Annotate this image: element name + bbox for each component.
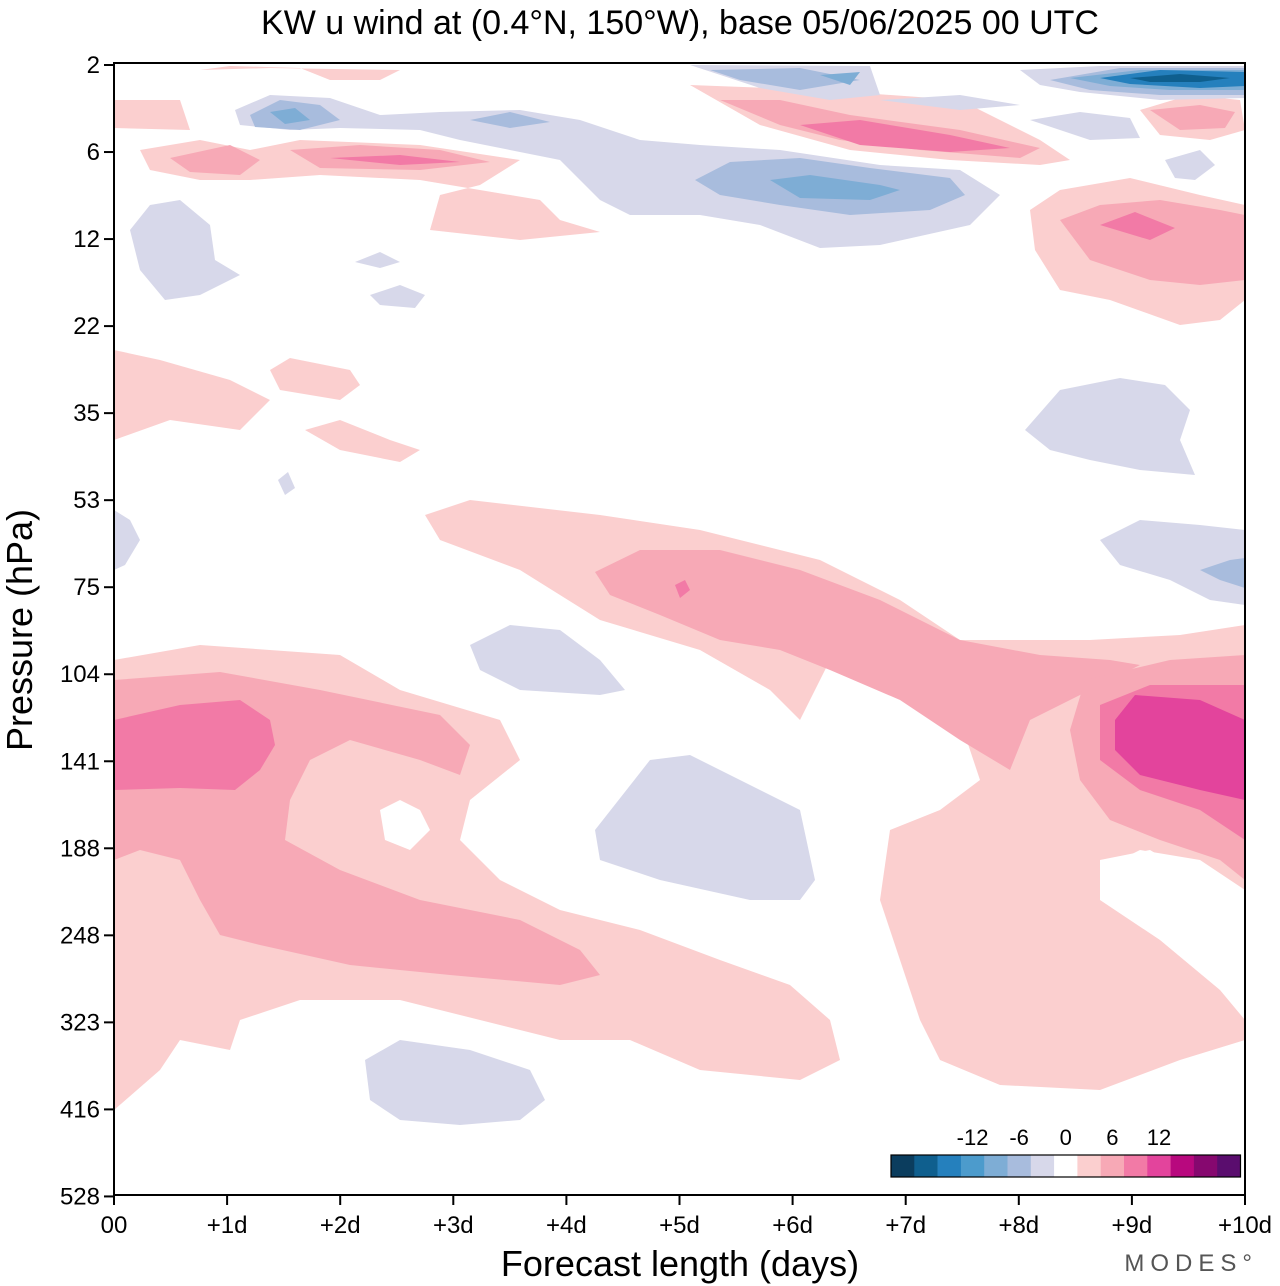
y-tick-label: 53 xyxy=(73,487,100,514)
x-axis: 00 +1d +2d +3d +4d +5d +6d +7d +8d +9d +10d xyxy=(101,1195,1272,1239)
contour-pos-3 xyxy=(200,66,400,80)
y-tick-label: 22 xyxy=(73,313,100,340)
x-tick-label: +1d xyxy=(207,1212,248,1239)
contour-pos-9 xyxy=(800,120,1010,152)
colorbar-cell xyxy=(1193,1155,1218,1177)
contour-neg-0 xyxy=(470,625,625,695)
colorbar-tick-label: 12 xyxy=(1147,1125,1171,1150)
contour-fill xyxy=(114,65,1245,1125)
colorbar-tick-label: -12 xyxy=(957,1125,989,1150)
y-tick-label: 323 xyxy=(60,1009,100,1036)
contour-hole xyxy=(1100,850,1245,920)
contour-pos-6 xyxy=(170,145,260,175)
contour-neg-0 xyxy=(1165,150,1215,180)
contour-neg-6 xyxy=(820,72,860,85)
contour-neg-0 xyxy=(1030,112,1140,140)
y-tick-label: 6 xyxy=(87,139,100,166)
x-tick-label: +2d xyxy=(320,1212,361,1239)
contour-pos-3 xyxy=(114,350,270,440)
x-axis-label: Forecast length (days) xyxy=(501,1243,859,1284)
colorbar-cell xyxy=(1054,1155,1078,1177)
colorbar-cell xyxy=(1170,1155,1195,1177)
y-tick-label: 141 xyxy=(60,748,100,775)
contour-pos-9 xyxy=(675,580,690,598)
colorbar-tick-label: 6 xyxy=(1106,1125,1118,1150)
contour-pos-6 xyxy=(1150,105,1235,130)
x-tick-label: +3d xyxy=(433,1212,474,1239)
colorbar-cell xyxy=(1217,1155,1241,1177)
x-tick-label: +7d xyxy=(885,1212,926,1239)
y-tick-label: 104 xyxy=(60,661,100,688)
colorbar-tick-label: -6 xyxy=(1009,1125,1029,1150)
y-tick-label: 75 xyxy=(73,574,100,601)
contour-pos-12 xyxy=(1115,695,1245,800)
contour-neg-0 xyxy=(880,95,1020,110)
contour-pos-3 xyxy=(270,358,360,400)
colorbar-cell xyxy=(1030,1155,1055,1177)
contour-pos-3 xyxy=(425,500,1245,1090)
colorbar: -12 -6 0 6 12 xyxy=(890,1125,1242,1178)
contour-neg-0 xyxy=(365,1040,545,1125)
x-tick-label: +8d xyxy=(998,1212,1039,1239)
contour-neg-3 xyxy=(1200,558,1245,588)
contour-neg-0 xyxy=(595,755,815,900)
contour-neg-0 xyxy=(114,510,140,570)
contour-neg-0 xyxy=(370,285,425,308)
y-tick-label: 12 xyxy=(73,226,100,253)
y-tick-label: 248 xyxy=(60,922,100,949)
y-tick-label: 35 xyxy=(73,400,100,427)
y-axis: 2 6 12 22 35 53 75 104 141 188 248 323 416 528 xyxy=(60,52,114,1210)
modes-logo: MODES° xyxy=(1124,1250,1258,1277)
colorbar-cell xyxy=(891,1155,915,1177)
contour-pos-9 xyxy=(1100,212,1175,240)
x-tick-label: +10d xyxy=(1218,1212,1272,1239)
contour-pos-9 xyxy=(114,700,275,790)
contour-neg-0 xyxy=(130,200,240,300)
contour-pos-3 xyxy=(305,420,420,462)
x-tick-label: +9d xyxy=(1112,1212,1153,1239)
contour-pos-9 xyxy=(330,155,460,165)
colorbar-cell xyxy=(1100,1155,1125,1177)
chart-title: KW u wind at (0.4°N, 150°W), base 05/06/… xyxy=(261,4,1099,42)
contour-neg-3 xyxy=(710,68,860,90)
contour-neg-0 xyxy=(278,472,295,495)
x-tick-label: +4d xyxy=(546,1212,587,1239)
y-axis-label: Pressure (hPa) xyxy=(0,509,40,751)
contour-pos-6 xyxy=(1060,200,1245,285)
y-tick-label: 188 xyxy=(60,835,100,862)
contour-neg-0 xyxy=(1100,520,1245,605)
colorbar-cell xyxy=(1077,1155,1101,1177)
colorbar-frame xyxy=(890,1154,1242,1178)
contour-neg-6 xyxy=(770,175,900,200)
contour-neg-12 xyxy=(1130,74,1230,82)
colorbar-cell xyxy=(1124,1155,1148,1177)
colorbar-cell xyxy=(960,1155,985,1177)
colorbar-cell xyxy=(1007,1155,1032,1177)
contour-neg-0 xyxy=(235,95,1000,248)
contour-neg-3 xyxy=(470,112,550,128)
contour-pos-6 xyxy=(595,550,1140,770)
colorbar-tick-label: 0 xyxy=(1060,1125,1072,1150)
contour-neg-0 xyxy=(1025,378,1195,475)
y-tick-label: 2 xyxy=(87,52,100,79)
x-tick-label: +6d xyxy=(772,1212,813,1239)
y-tick-label: 528 xyxy=(60,1183,100,1210)
y-tick-label: 416 xyxy=(60,1096,100,1123)
colorbar-cell xyxy=(914,1155,938,1177)
x-tick-label: 00 xyxy=(101,1212,128,1239)
contour-neg-0 xyxy=(355,252,400,268)
colorbar-cell xyxy=(937,1155,962,1177)
colorbar-cell xyxy=(984,1155,1008,1177)
contour-pos-3 xyxy=(140,140,600,240)
contour-hole xyxy=(380,800,430,850)
colorbar-cell xyxy=(1147,1155,1171,1177)
x-tick-label: +5d xyxy=(659,1212,700,1239)
contour-pos-3 xyxy=(114,100,190,130)
contour-neg-6 xyxy=(270,108,310,124)
